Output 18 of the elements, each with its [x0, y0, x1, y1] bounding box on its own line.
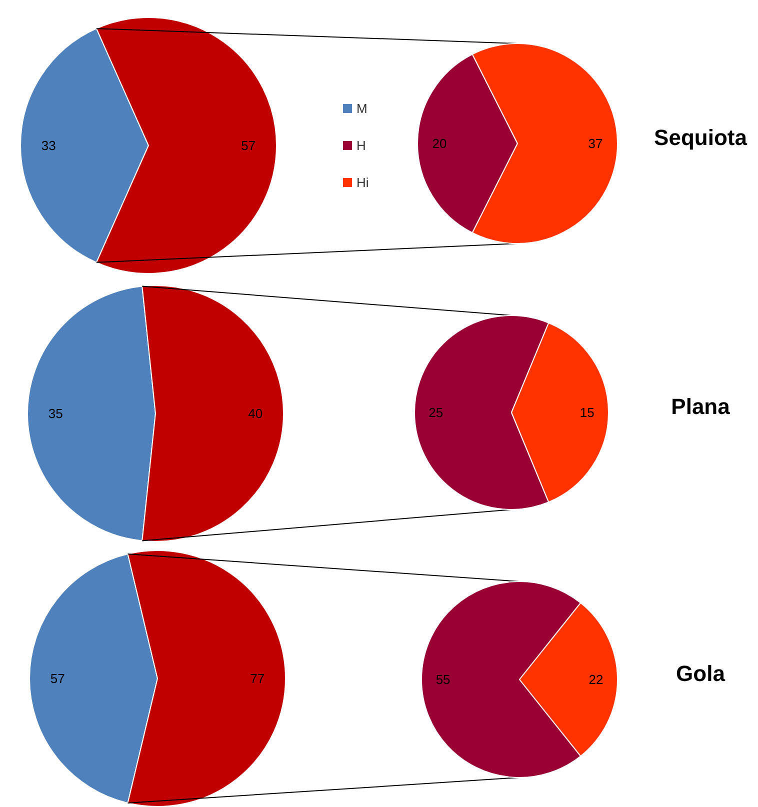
data-label: 57 [241, 138, 256, 153]
legend-label: Hi [356, 175, 369, 190]
text: Plana [671, 394, 731, 419]
text: Gola [676, 661, 726, 686]
data-label: 22 [588, 672, 604, 687]
data-label: 35 [48, 406, 63, 421]
data-label: 33 [41, 138, 56, 153]
data-label: 20 [432, 136, 447, 151]
data-label: 37 [588, 136, 603, 151]
data-label: 40 [248, 406, 263, 421]
data-label: 55 [436, 672, 450, 687]
legend-label: H [356, 138, 366, 153]
legend-label: M [356, 101, 368, 116]
text: Sequiota [654, 125, 748, 150]
data-label: 77 [250, 671, 265, 686]
data-label: 15 [580, 405, 594, 420]
data-label: 25 [428, 405, 444, 420]
data-label: 57 [50, 671, 65, 686]
